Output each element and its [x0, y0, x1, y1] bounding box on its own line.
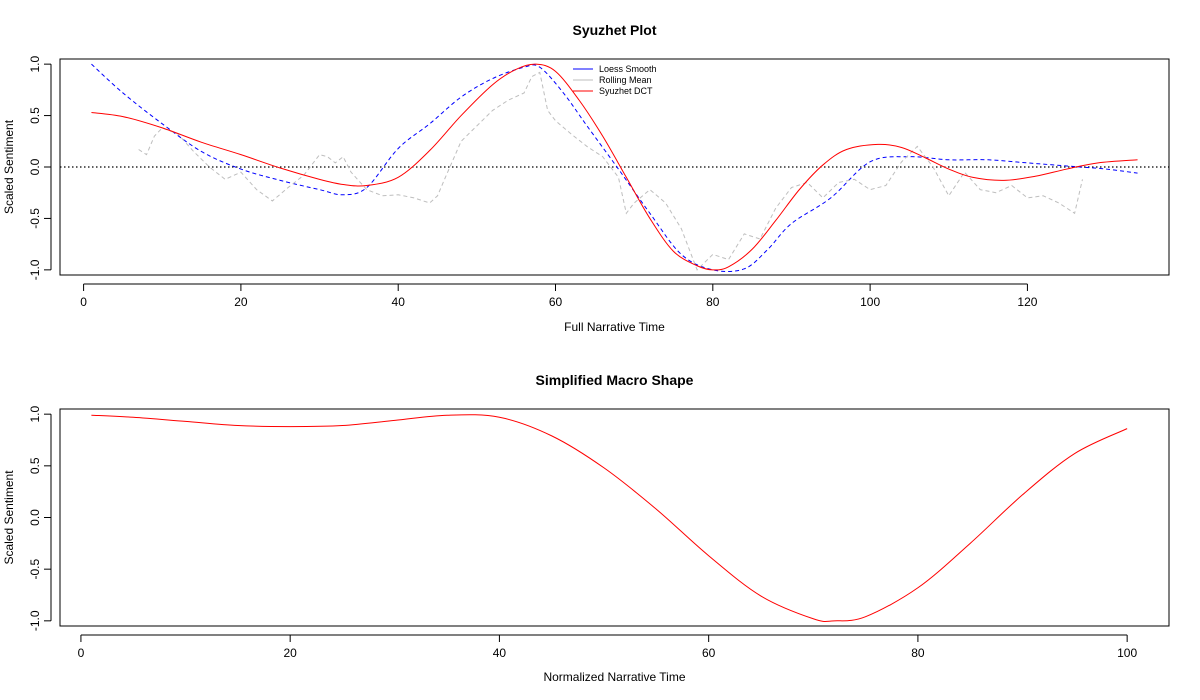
y-tick-label: 0.5: [28, 107, 42, 124]
chart-title: Syuzhet Plot: [572, 22, 656, 38]
y-axis-label: Scaled Sentiment: [2, 119, 16, 214]
y-tick-label: 0.5: [28, 457, 42, 474]
y-tick-label: 0.0: [28, 509, 42, 526]
x-tick-label: 40: [493, 646, 507, 660]
y-tick-label: -1.0: [28, 610, 42, 631]
x-axis-label: Full Narrative Time: [564, 320, 665, 334]
x-tick-label: 60: [702, 646, 716, 660]
x-tick-label: 80: [706, 295, 720, 309]
y-tick-label: -0.5: [28, 559, 42, 580]
x-tick-label: 120: [1017, 295, 1037, 309]
rolling-mean-line: [138, 71, 1083, 271]
syuzhet-plot-panel: Syuzhet Plot 0 20 40 60 80 100 120 -1.0 -0.5 0.0 0.…: [2, 22, 1170, 334]
chart-title: Simplified Macro Shape: [536, 372, 694, 388]
x-tick-label: 20: [234, 295, 248, 309]
x-axis-label: Normalized Narrative Time: [543, 670, 685, 684]
y-tick-label: -1.0: [28, 259, 42, 280]
x-tick-label: 40: [392, 295, 406, 309]
y-tick-label: 1.0: [28, 406, 42, 423]
legend-entry: Syuzhet DCT: [599, 86, 653, 96]
legend-entry: Loess Smooth: [599, 64, 657, 74]
x-tick-label: 80: [911, 646, 925, 660]
syuzhet-dct-line: [91, 63, 1138, 271]
macro-shape-line: [91, 414, 1128, 622]
y-tick-label: 0.0: [28, 158, 42, 175]
x-tick-label: 100: [1117, 646, 1137, 660]
x-tick-label: 20: [283, 646, 297, 660]
macro-shape-panel: Simplified Macro Shape 0 20 40 60 80 100 -1.0 -0…: [2, 372, 1170, 684]
y-axis-label: Scaled Sentiment: [2, 470, 16, 565]
y-tick-label: 1.0: [28, 55, 42, 72]
x-tick-label: 0: [78, 646, 85, 660]
y-tick-label: -0.5: [28, 208, 42, 229]
x-tick-label: 100: [860, 295, 880, 309]
legend-entry: Rolling Mean: [599, 75, 652, 85]
x-tick-label: 60: [549, 295, 563, 309]
plot-frame: [59, 408, 1170, 627]
x-tick-label: 0: [80, 295, 87, 309]
